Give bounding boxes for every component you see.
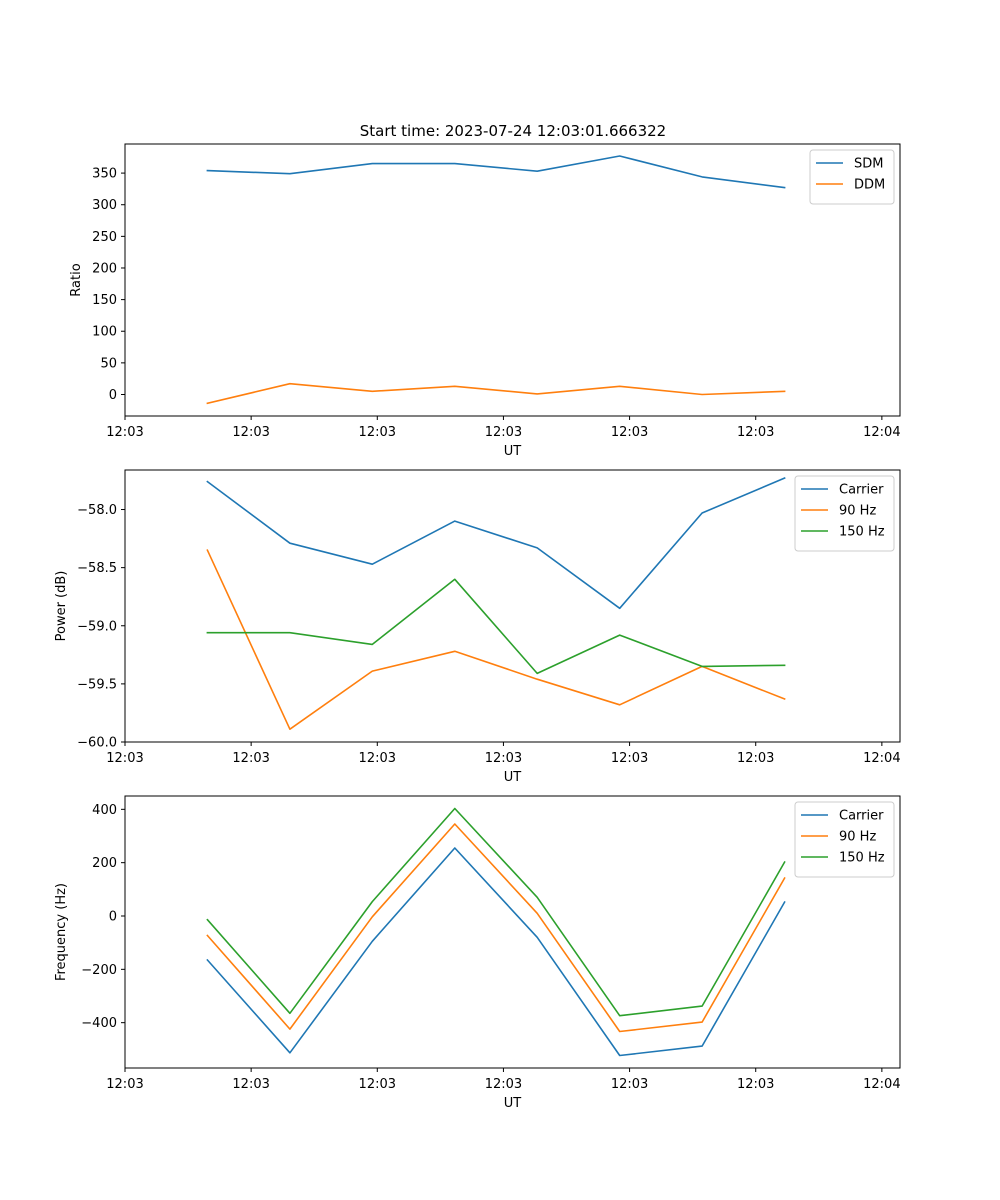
x-tick-label: 12:03 <box>359 751 396 766</box>
y-tick-label: 350 <box>92 167 117 182</box>
series-line-carrier <box>206 847 786 1057</box>
legend-label: Carrier <box>839 809 884 824</box>
x-tick-label: 12:04 <box>863 1077 900 1092</box>
y-tick-label: −58.0 <box>77 503 117 518</box>
y-tick-label: 400 <box>92 803 117 818</box>
y-tick-label: 50 <box>100 356 117 371</box>
series-line-150-hz <box>206 578 786 675</box>
legend-box <box>794 801 895 878</box>
axes-frame <box>124 143 901 417</box>
x-tick-label: 12:03 <box>737 751 774 766</box>
series-line-150-hz <box>206 807 786 1017</box>
legend-label: Carrier <box>839 483 884 498</box>
chart-panel-2: 12:03 12:03 12:03 12:03 12:03 12:03 12:04 −60.0… <box>54 469 901 785</box>
y-tick-label: 250 <box>92 230 117 245</box>
y-tick-label: 200 <box>92 261 117 276</box>
y-tick-label: −400 <box>81 1016 117 1031</box>
x-tick-label: 12:03 <box>359 425 396 440</box>
legend-label: SDM <box>854 157 883 172</box>
y-tick-label: −60.0 <box>77 736 117 751</box>
y-axis-label: Ratio <box>69 263 84 296</box>
legend-label: DDM <box>854 178 885 193</box>
x-tick-label: 12:03 <box>611 425 648 440</box>
x-tick-label: 12:03 <box>232 751 269 766</box>
y-tick-label: 100 <box>92 325 117 340</box>
series-line-90-hz <box>206 549 786 731</box>
legend: Carrier 90 Hz 150 Hz <box>794 475 895 552</box>
x-tick-label: 12:03 <box>737 425 774 440</box>
x-tick-label: 12:04 <box>863 425 900 440</box>
chart-panel-3: 12:03 12:03 12:03 12:03 12:03 12:03 12:04 −400 −… <box>54 795 901 1111</box>
y-axis-label: Frequency (Hz) <box>54 883 69 981</box>
x-tick-label: 12:03 <box>232 1077 269 1092</box>
x-axis-label: UT <box>504 1096 522 1111</box>
x-tick-label: 12:03 <box>232 425 269 440</box>
y-tick-label: −59.0 <box>77 619 117 634</box>
x-tick-label: 12:03 <box>485 751 522 766</box>
legend-label: 90 Hz <box>839 830 876 845</box>
series-line-sdm <box>206 155 786 189</box>
x-tick-label: 12:04 <box>863 751 900 766</box>
x-tick-label: 12:03 <box>485 425 522 440</box>
figure-title: Start time: 2023-07-24 12:03:01.666322 <box>360 122 666 140</box>
chart-panel-1: 12:03 12:03 12:03 12:03 12:03 12:03 12:04 0 50 10… <box>69 143 901 459</box>
y-tick-label: −200 <box>81 963 117 978</box>
series-line-90-hz <box>206 823 786 1033</box>
x-tick-label: 12:03 <box>611 1077 648 1092</box>
axes-frame <box>124 795 901 1069</box>
x-tick-label: 12:03 <box>485 1077 522 1092</box>
x-axis-label: UT <box>504 444 522 459</box>
x-tick-label: 12:03 <box>737 1077 774 1092</box>
y-tick-label: 150 <box>92 293 117 308</box>
y-tick-label: 0 <box>109 388 117 403</box>
series-line-ddm <box>206 382 786 405</box>
legend-box <box>794 475 895 552</box>
legend: Carrier 90 Hz 150 Hz <box>794 801 895 878</box>
y-tick-label: −58.5 <box>77 561 117 576</box>
x-axis-label: UT <box>504 770 522 785</box>
x-tick-label: 12:03 <box>106 751 143 766</box>
x-tick-label: 12:03 <box>611 751 648 766</box>
axes-frame <box>124 469 901 743</box>
series-line-carrier <box>206 477 786 610</box>
legend-label: 150 Hz <box>839 851 885 866</box>
legend-label: 90 Hz <box>839 504 876 519</box>
y-axis-label: Power (dB) <box>54 571 69 642</box>
x-tick-label: 12:03 <box>106 1077 143 1092</box>
legend: SDM DDM <box>809 149 895 205</box>
legend-label: 150 Hz <box>839 525 885 540</box>
y-tick-label: 300 <box>92 198 117 213</box>
y-tick-label: 200 <box>92 856 117 871</box>
y-tick-label: 0 <box>109 910 117 925</box>
x-tick-label: 12:03 <box>359 1077 396 1092</box>
y-tick-label: −59.5 <box>77 677 117 692</box>
panels: 12:03 12:03 12:03 12:03 12:03 12:03 12:04 0 50 10… <box>54 143 901 1111</box>
x-tick-label: 12:03 <box>106 425 143 440</box>
